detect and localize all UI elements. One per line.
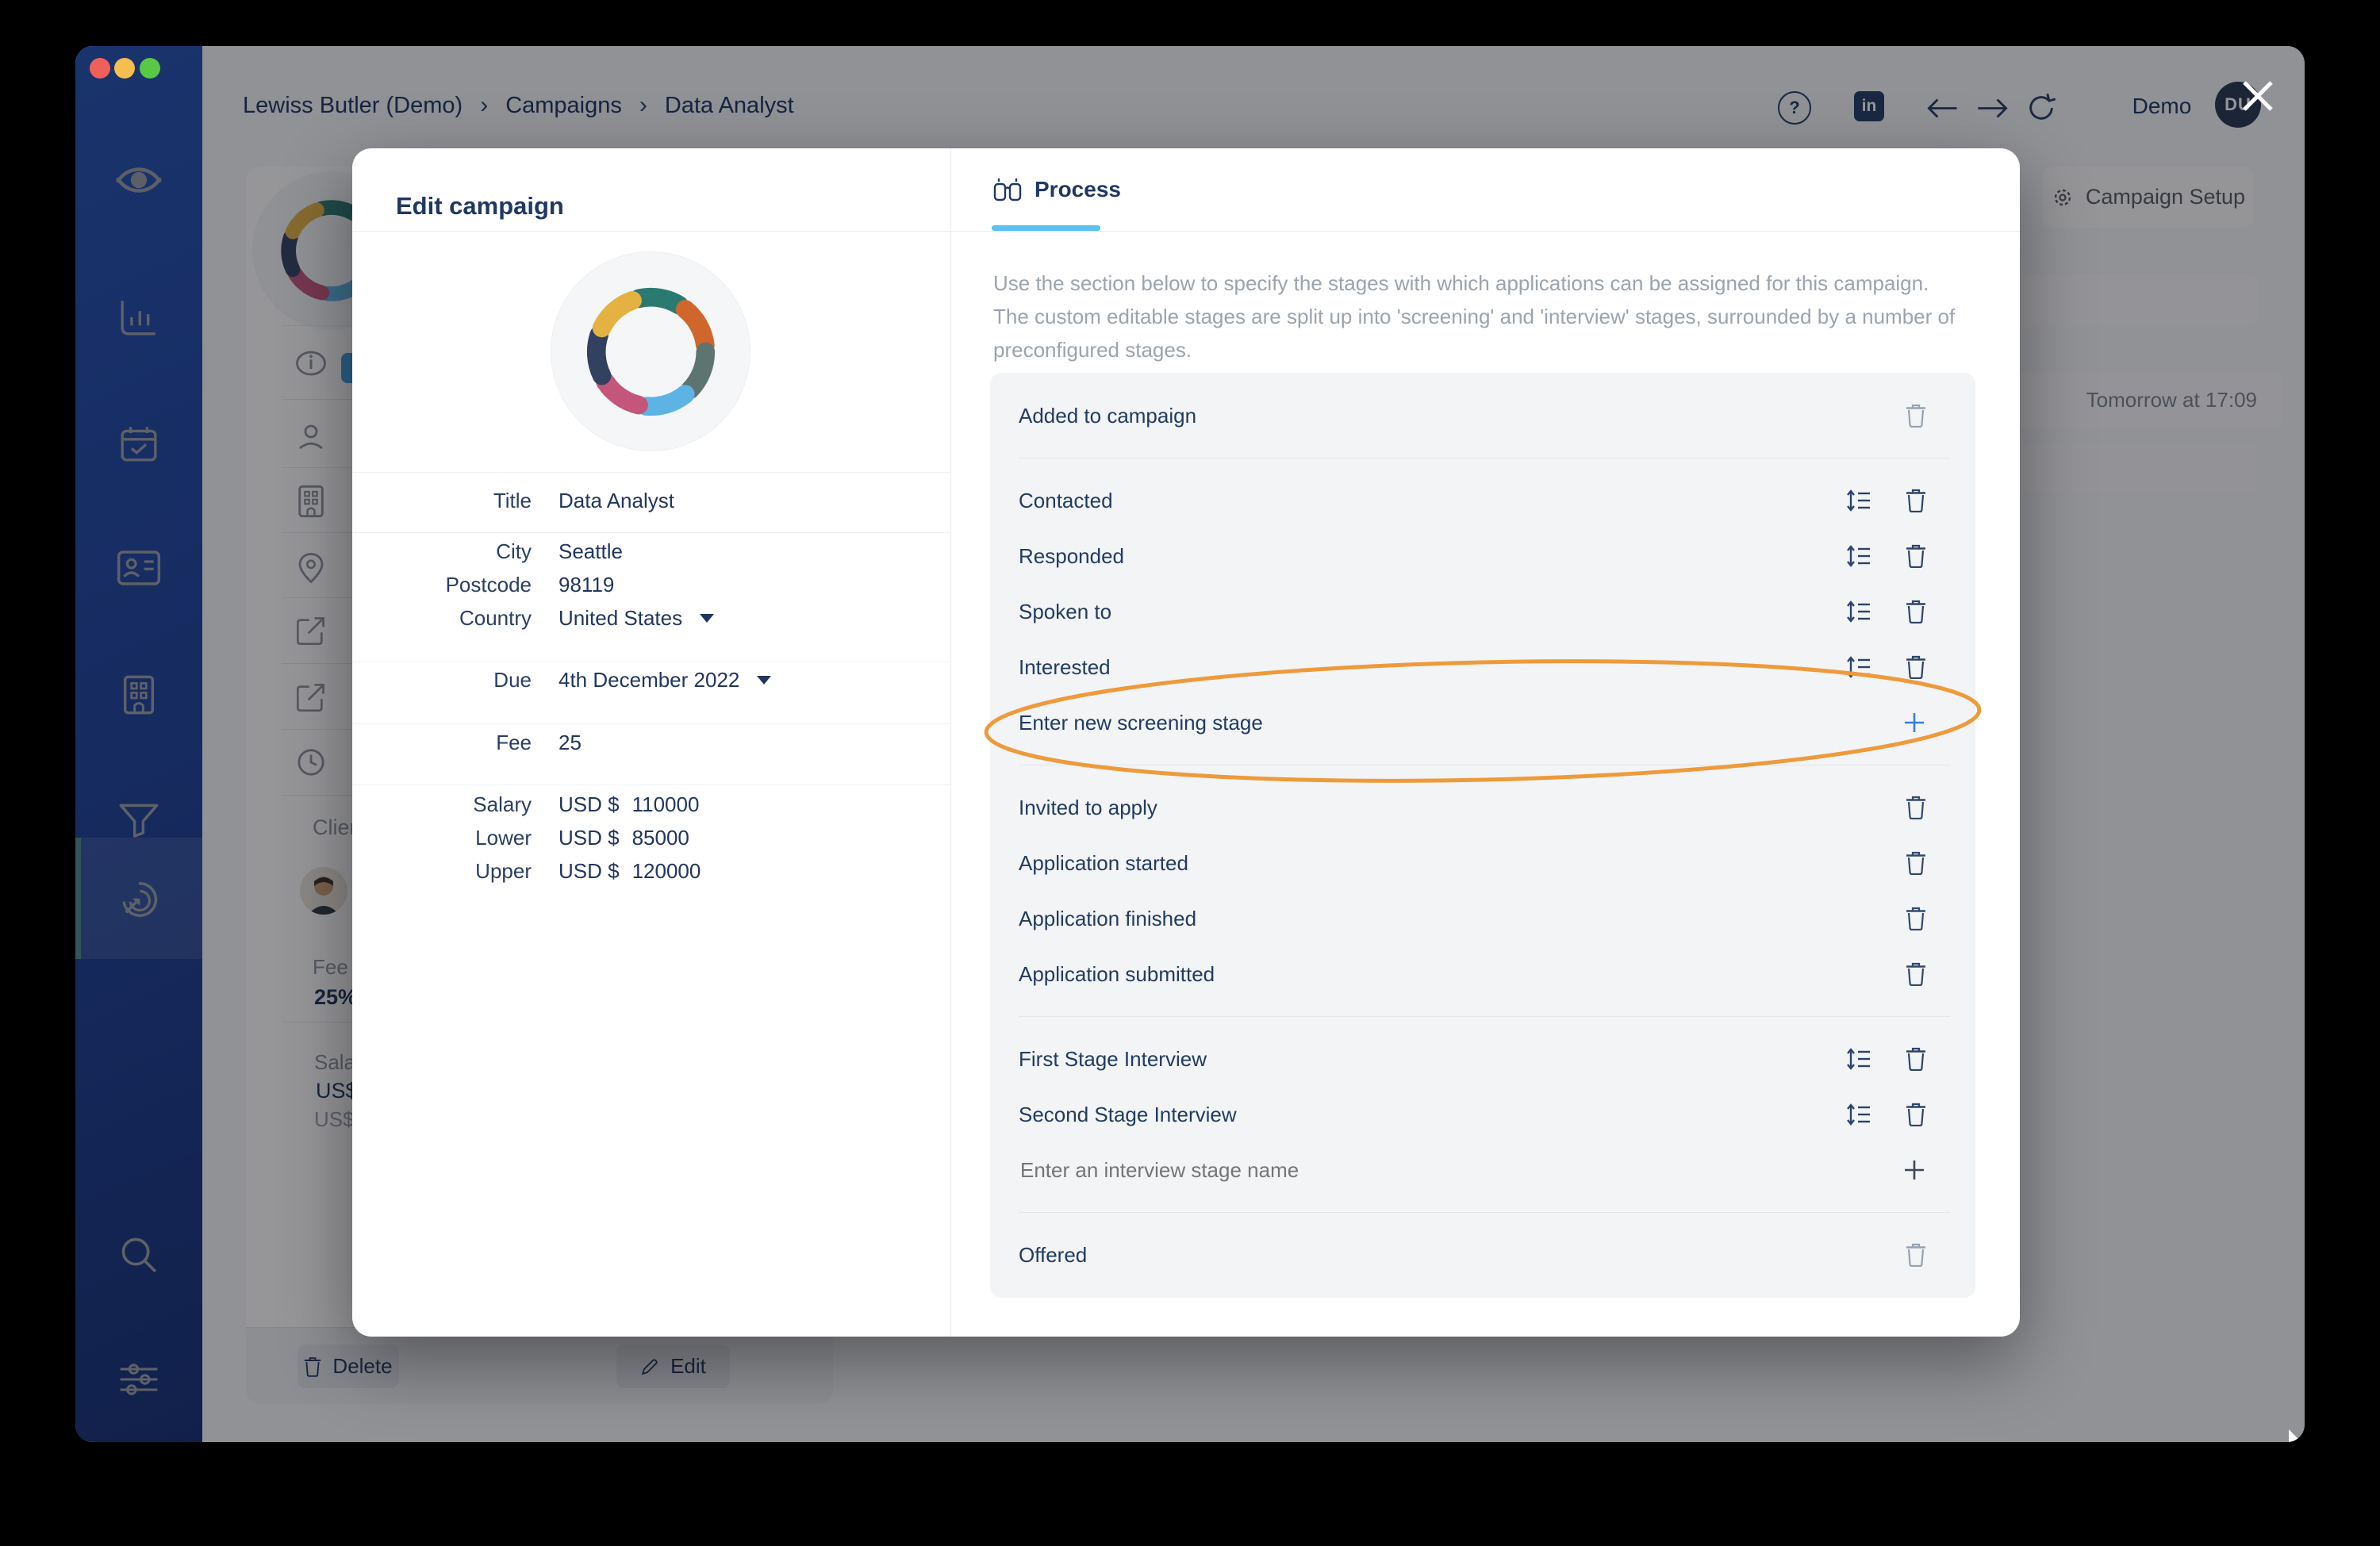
campaign-logo xyxy=(551,251,750,451)
field-value-postcode[interactable]: 98119 xyxy=(559,573,615,597)
window-minimize-traffic-light[interactable] xyxy=(114,58,135,79)
stage-row-application-submitted: Application submitted xyxy=(990,946,1975,1002)
panel-divider xyxy=(950,148,951,1337)
trash-icon[interactable] xyxy=(1906,489,1926,512)
reorder-icon[interactable] xyxy=(1845,600,1871,623)
stage-row-second-stage-interview: Second Stage Interview xyxy=(990,1087,1975,1142)
modal-header xyxy=(352,148,2020,232)
reorder-icon[interactable] xyxy=(1845,655,1871,679)
stage-row-application-finished: Application finished xyxy=(990,891,1975,946)
trash-icon[interactable] xyxy=(1906,600,1926,623)
breadcrumb-separator: › xyxy=(639,92,647,118)
edit-button[interactable]: Edit xyxy=(616,1345,730,1388)
stage-row-added-to-campaign: Added to campaign xyxy=(990,388,1975,443)
stage-group-divider xyxy=(1019,1212,1950,1213)
stage-row-application-started: Application started xyxy=(990,835,1975,891)
reorder-icon[interactable] xyxy=(1845,1103,1871,1126)
stage-row-responded: Responded xyxy=(990,528,1975,584)
field-value-title[interactable]: Data Analyst xyxy=(559,489,674,512)
chevron-down-icon xyxy=(757,676,772,685)
modal-title: Edit campaign xyxy=(396,191,564,220)
trash-icon[interactable] xyxy=(1906,1103,1926,1126)
stage-row-spoken-to: Spoken to xyxy=(990,584,1975,639)
tab-process[interactable]: Process xyxy=(993,148,1121,231)
stage-row-invited-to-apply: Invited to apply xyxy=(990,780,1975,835)
stage-group-divider xyxy=(1019,1016,1950,1017)
sidebar-item-campaigns[interactable] xyxy=(75,838,202,959)
reminder-text: Tomorrow at 17:09 xyxy=(2086,388,2257,412)
new-interview-stage-row[interactable] xyxy=(990,1142,1975,1198)
field-label-postcode: Postcode xyxy=(445,573,532,597)
client-avatar[interactable] xyxy=(300,867,347,915)
country-dropdown[interactable]: United States xyxy=(559,606,715,631)
add-stage-icon[interactable] xyxy=(1902,711,1926,735)
breadcrumb-item-campaigns[interactable]: Campaigns xyxy=(505,92,622,118)
process-description: Use the section below to specify the sta… xyxy=(993,271,1956,362)
stages-card: Added to campaign Contacted Responded xyxy=(990,373,1975,1298)
field-label-city: City xyxy=(496,539,532,563)
help-icon[interactable]: ? xyxy=(1778,91,1811,125)
window-close-traffic-light[interactable] xyxy=(90,58,110,79)
due-date-dropdown[interactable]: 4th December 2022 xyxy=(559,668,772,692)
breadcrumb: Lewiss Butler (Demo) › Campaigns › Data … xyxy=(243,92,794,119)
fee-label: Fee xyxy=(313,955,348,979)
field-label-country: Country xyxy=(459,606,532,630)
new-screening-stage-input[interactable]: Enter new screening stage xyxy=(1019,710,1263,735)
field-value-salary[interactable]: USD $ 110000 xyxy=(559,792,700,816)
binoculars-icon xyxy=(993,176,1022,203)
breadcrumb-item-client[interactable]: Lewiss Butler (Demo) xyxy=(243,92,463,118)
trash-icon[interactable] xyxy=(1906,655,1926,679)
new-screening-stage-row[interactable]: Enter new screening stage xyxy=(990,695,1975,750)
breadcrumb-item-campaign[interactable]: Data Analyst xyxy=(664,92,794,118)
trash-icon[interactable] xyxy=(1906,1243,1926,1267)
field-label-lower: Lower xyxy=(475,826,532,850)
app-window: Lewiss Butler (Demo) › Campaigns › Data … xyxy=(75,46,2305,1442)
breadcrumb-separator: › xyxy=(480,92,489,118)
trash-icon[interactable] xyxy=(1906,851,1926,875)
active-tab-underline xyxy=(992,225,1100,231)
field-value-lower[interactable]: USD $ 85000 xyxy=(559,826,689,850)
close-icon[interactable] xyxy=(2240,78,2276,114)
stage-row-first-stage-interview: First Stage Interview xyxy=(990,1031,1975,1087)
trash-icon[interactable] xyxy=(1906,544,1926,568)
window-zoom-traffic-light[interactable] xyxy=(140,58,160,79)
reorder-icon[interactable] xyxy=(1845,544,1871,568)
field-label-upper: Upper xyxy=(475,859,532,883)
field-label-fee: Fee xyxy=(496,731,532,754)
trash-icon[interactable] xyxy=(1906,404,1926,428)
field-value-fee[interactable]: 25 xyxy=(559,731,582,754)
edit-campaign-modal: Edit campaign Process Use the section be… xyxy=(352,148,2020,1337)
field-value-city[interactable]: Seattle xyxy=(559,539,623,563)
chevron-down-icon xyxy=(700,614,715,623)
field-label-salary: Salary xyxy=(473,792,532,816)
reorder-icon[interactable] xyxy=(1845,489,1871,512)
delete-button[interactable]: Delete xyxy=(298,1345,399,1388)
campaign-setup-button[interactable]: Campaign Setup xyxy=(2043,167,2253,228)
trash-icon[interactable] xyxy=(1906,796,1926,819)
detail-card-footer: Delete Edit xyxy=(246,1327,833,1404)
trash-icon[interactable] xyxy=(1906,907,1926,930)
trash-icon[interactable] xyxy=(1906,1047,1926,1071)
field-label-due: Due xyxy=(493,668,532,692)
stage-row-interested: Interested xyxy=(990,639,1975,695)
linkedin-icon[interactable]: in xyxy=(1854,91,1884,121)
demo-badge[interactable]: Demo xyxy=(2132,94,2192,118)
add-stage-icon[interactable] xyxy=(1902,1158,1926,1182)
field-label-title: Title xyxy=(493,489,532,512)
field-value-upper[interactable]: USD $ 120000 xyxy=(559,859,701,883)
fee-value: 25% xyxy=(314,985,358,1009)
trash-icon[interactable] xyxy=(1906,962,1926,986)
reorder-icon[interactable] xyxy=(1845,1047,1871,1071)
stage-row-contacted: Contacted xyxy=(990,473,1975,528)
cursor xyxy=(2289,1429,2301,1442)
stage-row-offered: Offered xyxy=(990,1227,1975,1283)
new-interview-stage-input[interactable] xyxy=(1019,1157,1902,1183)
active-indicator xyxy=(75,838,81,959)
sidebar xyxy=(75,46,202,1442)
